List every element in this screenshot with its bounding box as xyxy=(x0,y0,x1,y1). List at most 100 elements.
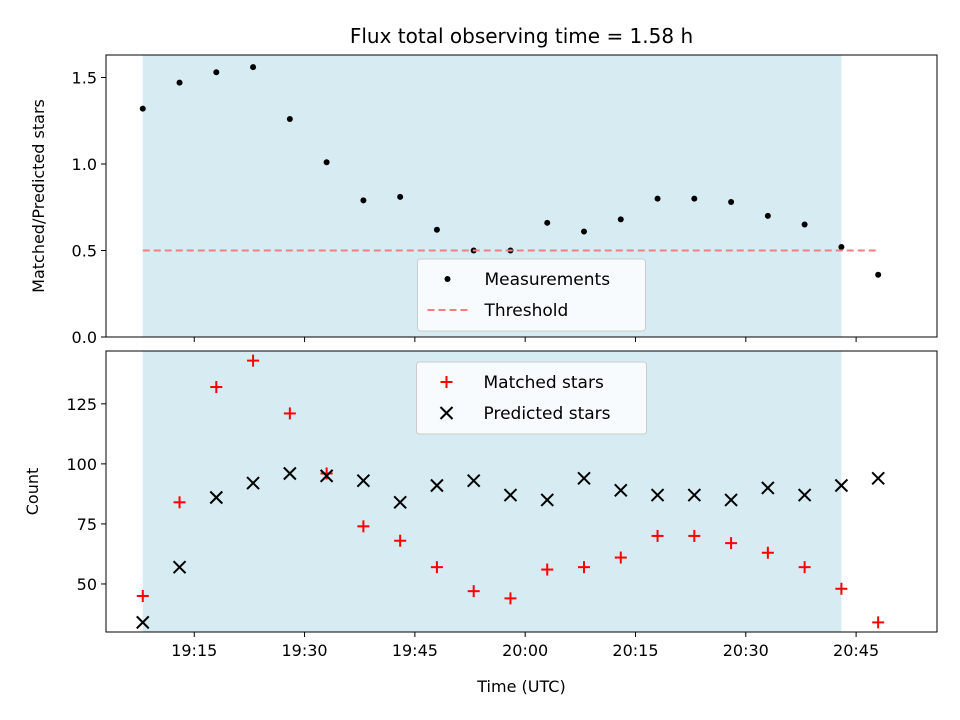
chart-title: Flux total observing time = 1.58 h xyxy=(350,24,693,48)
measurements-point xyxy=(286,116,293,123)
legend-label-threshold: Threshold xyxy=(484,301,569,321)
matched-stars-point xyxy=(614,551,627,564)
top-axes-frame xyxy=(105,54,938,338)
predicted-stars-point xyxy=(724,493,738,507)
bottom-legend: Matched stars Predicted stars xyxy=(416,361,647,435)
predicted-stars-point xyxy=(430,478,444,493)
predicted-stars-point xyxy=(246,476,260,490)
matched-stars-point xyxy=(394,534,407,547)
predicted-stars-point xyxy=(577,471,591,485)
top-panel: 0.0 0.5 1.0 1.5 Flux total observing time =… xyxy=(29,24,938,347)
top-marks xyxy=(139,64,882,278)
measurements-point xyxy=(875,271,882,278)
matched-stars-point xyxy=(283,407,296,420)
predicted-stars-point-b xyxy=(797,488,812,502)
y-tick-label: 1.0 xyxy=(72,155,97,174)
bottom-y-axis-label: Count xyxy=(23,468,42,516)
predicted-stars-point xyxy=(797,488,812,502)
matched-stars-point xyxy=(173,496,186,509)
predicted-stars-point-b xyxy=(761,481,775,495)
predicted-stars-point-b xyxy=(393,495,407,510)
predicted-stars-point-b xyxy=(577,471,591,485)
predicted-stars-point-b xyxy=(687,488,702,502)
matched-stars-point xyxy=(541,563,554,576)
predicted-stars-point-b xyxy=(834,478,849,493)
predicted-stars-point-b xyxy=(871,471,885,485)
measurements-point xyxy=(323,159,330,166)
x-tick-label: 19:30 xyxy=(282,641,328,660)
matched-stars-point xyxy=(504,592,517,605)
legend-label-predicted-stars: Predicted stars xyxy=(484,404,611,424)
measurements-point xyxy=(764,212,771,219)
predicted-stars-point xyxy=(503,488,518,502)
predicted-stars-point xyxy=(761,481,775,495)
predicted-stars-point xyxy=(283,466,297,481)
measurements-point xyxy=(213,69,220,76)
legend-matched-stars-swatch xyxy=(440,376,453,388)
measurements-point xyxy=(728,199,735,206)
predicted-stars-point-b xyxy=(172,560,187,574)
y-tick-label: 125 xyxy=(66,395,97,414)
legend-measurements-swatch xyxy=(444,276,451,282)
measurements-point xyxy=(801,221,808,228)
matched-stars-point xyxy=(467,585,480,598)
measurements-point xyxy=(838,244,845,251)
measurements-point xyxy=(433,226,440,233)
predicted-stars-point-b xyxy=(430,478,444,493)
matched-stars-point xyxy=(725,537,738,550)
predicted-stars-point-b xyxy=(503,488,518,502)
y-tick-label: 100 xyxy=(66,455,97,474)
matched-stars-point xyxy=(651,529,664,542)
predicted-stars-point-b xyxy=(614,483,628,498)
x-tick-label: 19:15 xyxy=(171,641,217,660)
predicted-stars-point xyxy=(540,493,554,507)
predicted-stars-point xyxy=(136,615,150,630)
predicted-stars-point-b xyxy=(283,466,297,481)
measurements-point xyxy=(360,197,367,204)
measurements-point xyxy=(250,64,257,71)
predicted-stars-point-b xyxy=(540,493,554,507)
predicted-stars-point xyxy=(393,495,407,510)
predicted-stars-point xyxy=(319,469,334,483)
legend-predicted-stars-swatch xyxy=(439,406,454,420)
x-axis-label: Time (UTC) xyxy=(476,677,565,696)
predicted-stars-point xyxy=(834,478,849,493)
legend-box xyxy=(416,361,647,435)
matched-stars-point xyxy=(798,561,811,574)
matched-stars-point xyxy=(872,616,885,629)
x-tick-label: 19:45 xyxy=(392,641,438,660)
legend-predicted-stars-swatch-b xyxy=(439,406,454,420)
y-tick-label: 1.5 xyxy=(72,68,97,87)
top-legend: Measurements Threshold xyxy=(417,258,646,332)
measurements-point xyxy=(176,79,183,86)
predicted-stars-point-b xyxy=(650,488,665,502)
x-tick-label: 20:45 xyxy=(833,641,879,660)
measurements-point xyxy=(397,193,404,200)
y-tick-label: 75 xyxy=(77,515,97,534)
predicted-stars-point-b xyxy=(136,615,150,630)
legend-box xyxy=(417,258,646,332)
predicted-stars-point-b xyxy=(466,473,481,488)
x-tick-label: 20:00 xyxy=(502,641,548,660)
measurements-point xyxy=(617,216,624,223)
matched-stars-point xyxy=(357,520,370,533)
predicted-stars-point-b xyxy=(356,473,371,488)
predicted-stars-point-b xyxy=(246,476,260,490)
matched-stars-point xyxy=(210,381,223,394)
measurements-point xyxy=(691,195,698,202)
predicted-stars-point xyxy=(687,488,702,502)
matched-stars-point xyxy=(688,529,701,542)
measurements-point xyxy=(581,228,588,235)
top-axis-ticks: 0.0 0.5 1.0 1.5 xyxy=(72,68,857,347)
y-tick-label: 50 xyxy=(77,575,97,594)
matched-stars-point xyxy=(835,582,848,595)
y-tick-label: 0.5 xyxy=(72,241,97,260)
bottom-axis-ticks: 50 75 100 125 19:15 19:30 19:45 20:00 20:15 20:30… xyxy=(66,395,879,660)
matched-stars-point xyxy=(247,354,260,367)
bottom-panel: 50 75 100 125 19:15 19:30 19:45 20:00 20:15 20:30… xyxy=(23,350,938,696)
x-tick-label: 20:30 xyxy=(723,641,769,660)
predicted-stars-point-b xyxy=(209,490,224,505)
bottom-axes-frame xyxy=(105,350,938,633)
matched-stars-point xyxy=(761,546,774,559)
